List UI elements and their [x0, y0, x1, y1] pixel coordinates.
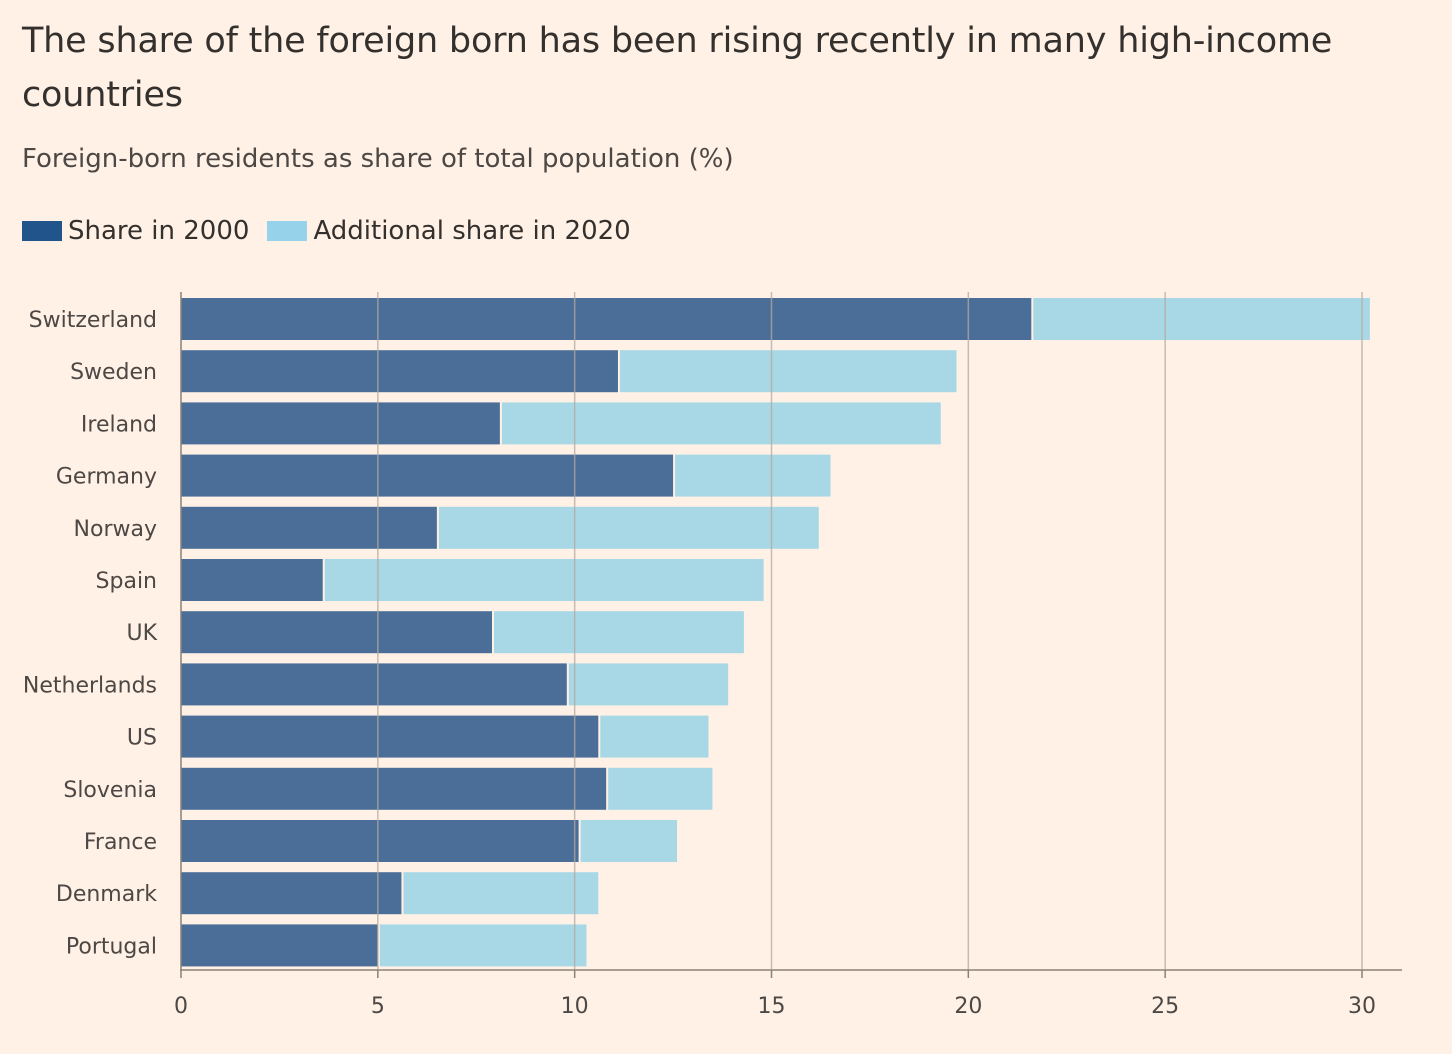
- x-tick-label: 30: [1348, 994, 1376, 1019]
- bar-2020-norway: [438, 506, 819, 549]
- bar-2000-switzerland: [181, 298, 1032, 340]
- category-label: Norway: [74, 517, 157, 542]
- chart-title: The share of the foreign born has been r…: [22, 21, 1333, 115]
- bar-2020-ireland: [501, 402, 941, 445]
- bar-2000-netherlands: [181, 663, 567, 706]
- bar-2000-norway: [181, 506, 437, 549]
- category-label: Sweden: [70, 360, 157, 385]
- category-label: Denmark: [56, 882, 157, 907]
- category-label: Netherlands: [23, 673, 157, 698]
- legend-item-2000: Share in 2000: [22, 216, 249, 246]
- bar-2000-france: [181, 820, 579, 862]
- category-label: Portugal: [66, 934, 157, 959]
- bar-2020-slovenia: [608, 767, 713, 810]
- bar-2000-denmark: [181, 872, 402, 915]
- bar-2020-france: [580, 820, 678, 862]
- bar-2000-sweden: [181, 350, 618, 393]
- chart-subtitle: Foreign-born residents as share of total…: [22, 144, 734, 174]
- x-tick-label: 15: [758, 994, 786, 1019]
- legend-label-2000: Share in 2000: [68, 216, 250, 246]
- bar-2020-germany: [675, 454, 831, 497]
- bar-2000-portugal: [181, 924, 378, 967]
- x-tick-label: 10: [561, 994, 589, 1019]
- category-label: France: [84, 830, 157, 855]
- category-label: US: [127, 726, 157, 751]
- legend-swatch-2000: [22, 221, 62, 241]
- legend: Share in 2000 Additional share in 2020: [22, 213, 649, 249]
- category-label: UK: [126, 621, 157, 646]
- category-label: Germany: [56, 465, 157, 490]
- bar-2020-switzerland: [1033, 298, 1370, 340]
- x-tick-label: 25: [1151, 994, 1179, 1019]
- category-label: Switzerland: [29, 308, 157, 333]
- bar-2020-sweden: [619, 350, 957, 393]
- x-tick-label: 5: [371, 994, 385, 1019]
- bar-2000-uk: [181, 611, 492, 654]
- legend-label-2020: Additional share in 2020: [313, 216, 631, 246]
- bar-2000-spain: [181, 559, 323, 601]
- bar-2020-denmark: [403, 872, 599, 915]
- category-label: Slovenia: [63, 778, 157, 803]
- legend-swatch-2020: [267, 221, 308, 241]
- x-tick-label: 0: [174, 994, 188, 1019]
- category-label: Spain: [96, 569, 157, 594]
- bar-2000-ireland: [181, 402, 500, 445]
- category-label: Ireland: [81, 412, 157, 437]
- bar-2000-slovenia: [181, 767, 607, 810]
- bar-2000-us: [181, 715, 599, 758]
- bar-2020-uk: [493, 611, 744, 654]
- bar-2020-portugal: [379, 924, 587, 967]
- bar-2020-netherlands: [568, 663, 729, 706]
- legend-item-2020: Additional share in 2020: [267, 216, 631, 246]
- bar-2000-germany: [181, 454, 674, 497]
- bar-2020-us: [600, 715, 709, 758]
- bar-2020-spain: [324, 559, 764, 601]
- x-tick-label: 20: [954, 994, 982, 1019]
